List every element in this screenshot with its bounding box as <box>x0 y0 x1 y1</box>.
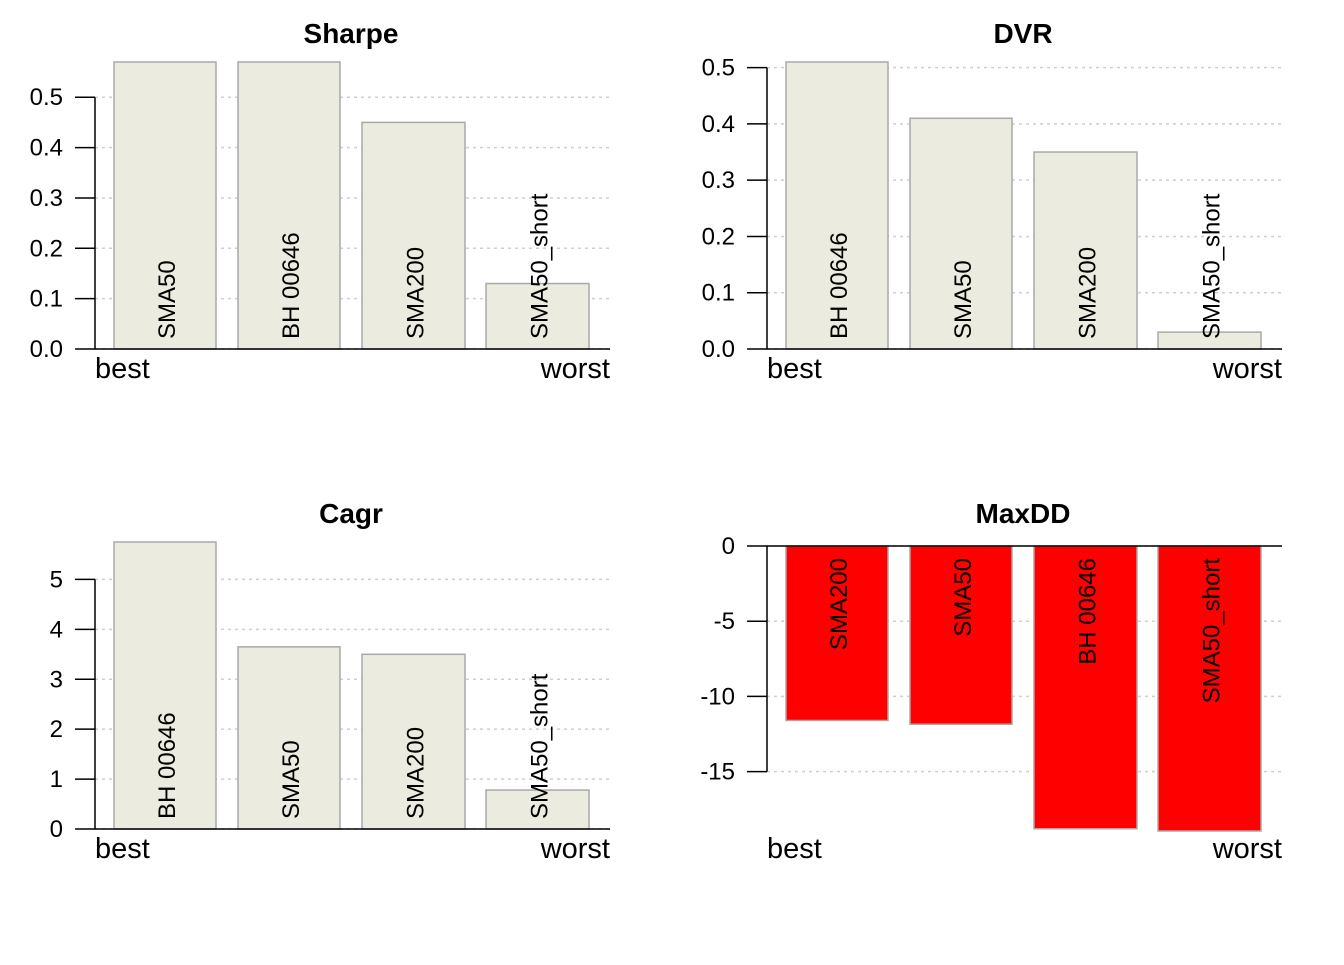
chart-title: DVR <box>993 18 1052 49</box>
y-tick-label: 5 <box>50 566 63 593</box>
bar <box>785 61 889 350</box>
y-tick-label: 0.4 <box>702 111 735 138</box>
bar-label: BH 00646 <box>278 232 305 339</box>
bar-label: SMA200 <box>403 247 430 339</box>
bar-label: SMA50_short <box>1199 558 1226 704</box>
y-tick-label: 3 <box>50 666 63 693</box>
y-tick-label: 0 <box>722 533 735 560</box>
y-tick-label: 4 <box>50 616 63 643</box>
y-tick-label: 2 <box>50 716 63 743</box>
chart-title: Cagr <box>319 498 383 529</box>
y-tick-label: 0.2 <box>30 235 63 262</box>
bar-label: BH 00646 <box>154 712 181 819</box>
y-tick-label: 0.5 <box>30 84 63 111</box>
y-tick-label: 0.4 <box>30 135 63 162</box>
bar-label: SMA50 <box>950 558 977 637</box>
bar-label: SMA50_short <box>527 193 554 339</box>
y-tick-label: -5 <box>714 608 735 635</box>
bar <box>485 282 590 350</box>
bar <box>113 61 217 350</box>
bar <box>361 653 466 830</box>
bar-label: SMA50 <box>950 260 977 339</box>
bar <box>1157 545 1262 832</box>
chart-panel-sharpe: Sharpe SMA50 BH 00646 SMA200 SMA50_short 0.0 0… <box>30 18 610 385</box>
y-tick-label: 0.1 <box>702 280 735 307</box>
y-tick-label: 0 <box>50 816 63 843</box>
y-tick-label: 0.0 <box>30 336 63 363</box>
bar-label: SMA200 <box>403 727 430 819</box>
y-tick-label: 0.2 <box>702 223 735 250</box>
best-label: best <box>767 833 822 865</box>
y-tick-label: 0.3 <box>30 185 63 212</box>
bar-label: SMA50 <box>154 260 181 339</box>
bar-label: BH 00646 <box>826 232 853 339</box>
worst-label: worst <box>540 353 610 385</box>
bar <box>785 545 889 722</box>
bar-label: SMA50 <box>278 740 305 819</box>
bar <box>113 541 217 830</box>
y-tick-label: 0.1 <box>30 286 63 313</box>
bar-label: BH 00646 <box>1075 558 1102 665</box>
bar <box>237 646 341 830</box>
y-tick-label: -15 <box>700 759 735 786</box>
chart-panel-dvr: DVR BH 00646 SMA50 SMA200 SMA50_short 0.0 0.1 0… <box>702 18 1282 385</box>
bar <box>1033 151 1138 350</box>
worst-label: worst <box>1212 353 1282 385</box>
chart-title: Sharpe <box>304 18 399 49</box>
bar-label: SMA200 <box>826 558 853 650</box>
y-tick-label: 0.3 <box>702 167 735 194</box>
worst-label: worst <box>540 833 610 865</box>
best-label: best <box>767 353 822 385</box>
best-label: best <box>95 833 150 865</box>
y-tick-label: 0.0 <box>702 336 735 363</box>
chart-panel-maxdd: MaxDD SMA200 SMA50 BH 00646 SMA50_short 0 -5 -1… <box>700 498 1282 865</box>
bar <box>361 121 466 350</box>
bar-label: SMA50_short <box>527 673 554 819</box>
bar <box>485 789 590 830</box>
best-label: best <box>95 353 150 385</box>
y-tick-label: 0.5 <box>702 55 735 82</box>
bar-label: SMA50_short <box>1199 193 1226 339</box>
y-tick-label: 1 <box>50 766 63 793</box>
bar <box>909 117 1013 350</box>
bar <box>909 545 1013 725</box>
worst-label: worst <box>1212 833 1282 865</box>
bar <box>1033 545 1138 830</box>
bar-label: SMA200 <box>1075 247 1102 339</box>
chart-panel-cagr: Cagr BH 00646 SMA50 SMA200 SMA50_short 0 1 2 3 4 5… <box>50 498 610 865</box>
chart-title: MaxDD <box>976 498 1071 529</box>
y-tick-label: -10 <box>700 683 735 710</box>
